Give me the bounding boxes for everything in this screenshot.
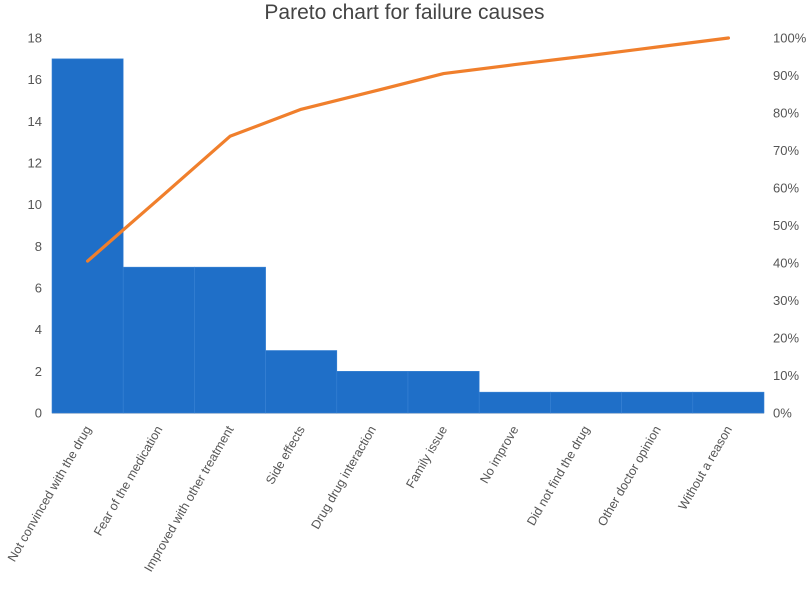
- right-tick-label: 20%: [773, 331, 799, 346]
- left-tick-label: 0: [35, 406, 42, 421]
- bar-2: [122, 266, 195, 414]
- right-tick-label: 100%: [773, 31, 807, 46]
- left-tick-label: 8: [35, 239, 42, 254]
- bars-group: [51, 58, 765, 414]
- right-tick-label: 0%: [773, 406, 792, 421]
- bar-8: [550, 391, 622, 414]
- chart-title: Pareto chart for failure causes: [264, 1, 545, 24]
- left-tick-label: 14: [28, 114, 42, 129]
- right-tick-label: 80%: [773, 106, 799, 121]
- bar-7: [478, 391, 551, 414]
- right-tick-label: 70%: [773, 143, 799, 158]
- bar-10: [692, 391, 765, 414]
- category-label: Side effects: [263, 424, 308, 487]
- bar-6: [407, 371, 480, 414]
- left-axis-ticks: 0 2 4 6 8 10 12 14 16 18: [28, 31, 42, 421]
- cumulative-percent-line: [85, 36, 731, 263]
- bar-9: [621, 391, 694, 414]
- right-tick-label: 90%: [773, 68, 799, 83]
- bar-3: [194, 266, 266, 414]
- left-tick-label: 2: [35, 364, 42, 379]
- category-label: Without a reason: [676, 423, 735, 512]
- right-tick-label: 10%: [773, 368, 799, 383]
- category-label: Fear of the medication: [91, 423, 165, 538]
- left-tick-label: 4: [35, 322, 42, 337]
- right-tick-label: 40%: [773, 256, 799, 271]
- left-tick-label: 6: [35, 281, 42, 296]
- bar-1: [51, 58, 124, 414]
- category-label: Drug drug interaction: [309, 423, 380, 531]
- left-tick-label: 16: [28, 72, 42, 87]
- bar-5: [336, 371, 409, 414]
- bar-4: [265, 350, 338, 414]
- left-tick-label: 10: [28, 197, 42, 212]
- right-axis-ticks: 0% 10% 20% 30% 40% 50% 60% 70% 80% 90% 100%: [773, 31, 807, 421]
- category-label: Other doctor opinion: [595, 423, 664, 528]
- cumulative-line-group: [85, 36, 731, 263]
- category-label: Did not find the drug: [524, 423, 592, 528]
- right-tick-label: 60%: [773, 181, 799, 196]
- right-tick-label: 50%: [773, 218, 799, 233]
- category-label: Not convinced with the drug: [5, 423, 94, 564]
- right-tick-label: 30%: [773, 293, 799, 308]
- category-label: Family issue: [403, 423, 450, 490]
- category-label: No improve: [477, 423, 521, 485]
- left-tick-label: 18: [28, 31, 42, 46]
- left-tick-label: 12: [28, 156, 42, 171]
